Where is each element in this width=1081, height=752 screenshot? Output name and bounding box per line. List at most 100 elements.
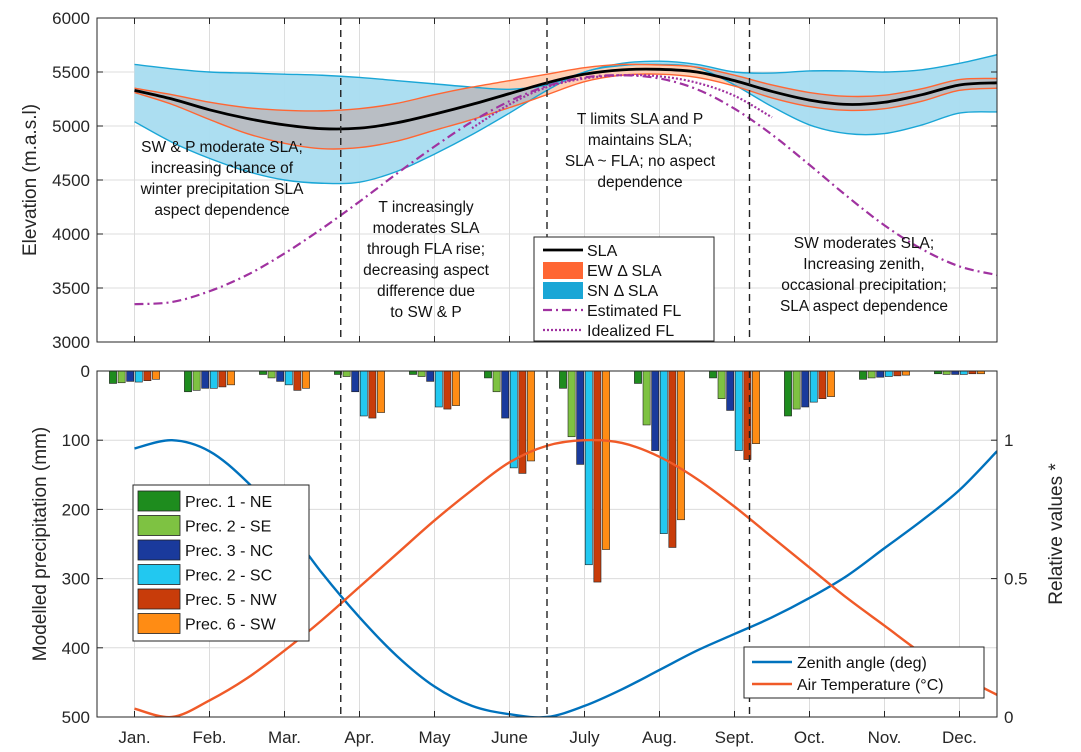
- bar-p1-Sept.: [709, 371, 717, 379]
- bar-p3-June: [501, 371, 510, 419]
- annotation-line: occasional precipitation;: [781, 277, 946, 294]
- legend-label-efl: Estimated FL: [587, 303, 681, 320]
- bar-p4-Oct.: [809, 371, 818, 403]
- line-tmp: [134, 438, 997, 717]
- month-label-Aug.: Aug.: [642, 728, 677, 747]
- top-ytick-label: 5500: [52, 63, 90, 82]
- bar-p6-July: [602, 371, 610, 550]
- bar-p2-Feb.: [192, 371, 201, 391]
- line-legend-box: [743, 646, 985, 699]
- bar-p6-Apr.: [377, 371, 385, 413]
- month-label-Feb.: Feb.: [192, 728, 226, 747]
- bar-p1-Mar.: [259, 371, 267, 375]
- annotation-line: increasing chance of: [151, 160, 294, 177]
- precip-legend: Prec. 1 - NE Prec. 2 - SE Prec. 3 - NC Prec…: [132, 484, 310, 642]
- sn-lower-edge: [134, 63, 997, 185]
- month-label-Mar.: Mar.: [268, 728, 301, 747]
- bar-p3-Jan.: [126, 371, 135, 382]
- bar-p6-Nov.: [902, 371, 910, 376]
- bar-p3-Dec.: [951, 371, 960, 375]
- bar-p5-June: [518, 371, 527, 474]
- month-label-June: June: [491, 728, 528, 747]
- annotation-line: SLA aspect dependence: [780, 298, 948, 315]
- annotation-2: T increasingly moderates SLA through FLA r…: [363, 199, 489, 321]
- bar-p1-Oct.: [784, 371, 792, 417]
- bar-p3-May: [426, 371, 435, 382]
- bar-p5-Feb.: [218, 371, 227, 388]
- bar-p5-Oct.: [818, 371, 827, 399]
- top-ytick-label: 4500: [52, 171, 90, 190]
- bar-p6-Aug.: [677, 371, 685, 521]
- bar-p3-Sept.: [726, 371, 735, 411]
- annotation-line: dependence: [597, 174, 682, 191]
- annotation-line: T limits SLA and P: [577, 111, 703, 128]
- annotation-line: maintains SLA;: [588, 132, 692, 149]
- top-ytick-label: 5000: [52, 117, 90, 136]
- bar-p2-Oct.: [792, 371, 801, 410]
- legend-swatch-ew: [543, 262, 583, 279]
- top-ytick-label: 4000: [52, 225, 90, 244]
- bottom-ytick-label: 300: [62, 570, 90, 589]
- bar-p4-Mar.: [284, 371, 293, 386]
- bar-p4-July: [584, 371, 593, 566]
- legend-swatch-p5: [137, 588, 181, 610]
- bar-p1-Nov.: [859, 371, 867, 380]
- legend-label-sla: SLA: [587, 243, 618, 260]
- legend-label-p2: Prec. 2 - SE: [185, 519, 271, 536]
- bar-p2-Apr.: [342, 371, 351, 377]
- bottom-ytick-label: 500: [62, 708, 90, 727]
- annotation-line: to SW & P: [390, 304, 462, 321]
- annotation-line: SLA ~ FLA; no aspect: [565, 153, 716, 170]
- annotation-line: through FLA rise;: [367, 241, 485, 258]
- bar-p2-Aug.: [642, 371, 651, 426]
- top-ytick-label: 3000: [52, 333, 90, 352]
- legend-swatch-p2: [137, 515, 181, 536]
- month-label-Jan.: Jan.: [118, 728, 150, 747]
- bar-p2-June: [492, 371, 501, 393]
- bar-p2-Dec.: [942, 371, 951, 375]
- month-label-Dec.: Dec.: [942, 728, 977, 747]
- bottom-ytick-label: 200: [62, 500, 90, 519]
- bottom-y2tick-label: 1: [1004, 431, 1013, 450]
- bottom-panel-plot: [109, 371, 997, 717]
- legend-label-tmp: Air Temperature (°C): [797, 677, 944, 694]
- bottom-y2tick-label: 0.5: [1004, 570, 1028, 589]
- bar-p6-June: [527, 371, 535, 462]
- bar-p5-May: [443, 371, 452, 410]
- top-legend: SLA EW Δ SLA SN Δ SLA Estimated FL Idealized…: [533, 236, 715, 342]
- bar-p3-Mar.: [276, 371, 285, 382]
- top-ytick-label: 6000: [52, 9, 90, 28]
- bar-p6-Feb.: [227, 371, 235, 386]
- bar-p6-Sept.: [752, 371, 760, 444]
- month-label-May: May: [418, 728, 451, 747]
- bar-p6-Dec.: [977, 371, 985, 375]
- bar-p3-July: [576, 371, 585, 465]
- bar-p4-June: [509, 371, 518, 469]
- bar-p5-Apr.: [368, 371, 377, 419]
- bar-p3-Aug.: [651, 371, 660, 451]
- bar-p6-May: [452, 371, 460, 406]
- bar-p4-Nov.: [884, 371, 893, 377]
- bottom-y-axis-label: Modelled precipitation (mm): [30, 427, 51, 661]
- bar-p3-Nov.: [876, 371, 885, 378]
- bottom-ytick-label: 100: [62, 431, 90, 450]
- legend-swatch-p4: [137, 564, 181, 585]
- bottom-y2-axis-label: Relative values *: [1046, 463, 1067, 605]
- ew-lower-edge: [134, 73, 997, 150]
- idealized-fl-line: [471, 73, 773, 130]
- line-legend: Zenith angle (deg) Air Temperature (°C): [743, 646, 985, 699]
- legend-label-p1: Prec. 1 - NE: [185, 494, 272, 511]
- annotation-line: difference due: [377, 283, 475, 300]
- month-label-July: July: [569, 728, 600, 747]
- bottom-panel-axes: 0 100 200 300 400 500 0 0.5 1 Jan. Feb. Mar. Apr. May…: [30, 362, 1067, 747]
- legend-label-p4: Prec. 2 - SC: [185, 568, 272, 585]
- bar-p1-July: [559, 371, 567, 389]
- bar-p3-Feb.: [201, 371, 210, 389]
- bar-p2-July: [567, 371, 576, 438]
- legend-swatch-p1: [137, 490, 181, 512]
- legend-label-zen: Zenith angle (deg): [797, 655, 927, 672]
- month-label-Nov.: Nov.: [868, 728, 902, 747]
- bar-p5-July: [593, 371, 602, 583]
- month-label-Sept.: Sept.: [715, 728, 755, 747]
